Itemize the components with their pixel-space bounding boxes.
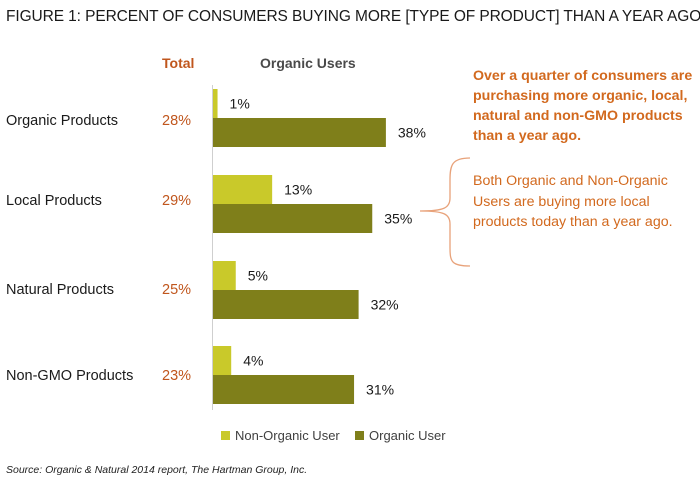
- data-label-organic-local-products: 35%: [384, 211, 412, 227]
- total-column-header: Total: [162, 55, 195, 71]
- data-label-organic-natural-products: 32%: [371, 297, 399, 313]
- data-label-non-organic-natural-products: 5%: [248, 268, 268, 284]
- data-label-organic-non-gmo-products: 31%: [366, 382, 394, 398]
- data-label-organic-organic-products: 38%: [398, 125, 426, 141]
- legend-swatch-non-organic: [221, 431, 230, 440]
- data-label-non-organic-non-gmo-products: 4%: [243, 353, 263, 369]
- callout-brace: [419, 157, 471, 267]
- bar-organic-organic-products: [213, 118, 386, 147]
- total-value-non-gmo-products: 23%: [162, 368, 192, 384]
- figure-title: FIGURE 1: PERCENT OF CONSUMERS BUYING MO…: [6, 8, 700, 25]
- bar-organic-non-gmo-products: [213, 375, 355, 404]
- total-value-natural-products: 25%: [162, 282, 192, 298]
- data-label-non-organic-local-products: 13%: [284, 182, 312, 198]
- category-label-local-products: Local Products: [6, 193, 102, 209]
- bar-non-organic-non-gmo-products: [213, 346, 232, 375]
- legend-label-organic: Organic User: [369, 428, 446, 443]
- bar-non-organic-natural-products: [213, 261, 236, 290]
- legend-swatch-organic: [355, 431, 364, 440]
- callout-primary: Over a quarter of consumers are purchasi…: [473, 68, 693, 144]
- category-label-organic-products: Organic Products: [6, 113, 119, 129]
- total-value-local-products: 29%: [162, 193, 192, 209]
- legend-label-non-organic: Non-Organic User: [235, 428, 340, 443]
- organic-users-header: Organic Users: [260, 55, 356, 71]
- legend-item-organic: Organic User: [355, 428, 446, 443]
- category-axis-line: [212, 85, 213, 410]
- bar-non-organic-organic-products: [213, 89, 218, 118]
- bar-organic-local-products: [213, 204, 373, 233]
- category-label-natural-products: Natural Products: [6, 282, 114, 298]
- category-label-non-gmo-products: Non-GMO Products: [6, 368, 134, 384]
- bar-non-organic-local-products: [213, 175, 273, 204]
- bar-organic-natural-products: [213, 290, 359, 319]
- source-note: Source: Organic & Natural 2014 report, T…: [6, 464, 308, 476]
- legend-item-non-organic: Non-Organic User: [221, 428, 340, 443]
- total-value-organic-products: 28%: [162, 113, 192, 129]
- callout-secondary: Both Organic and Non-Organic Users are b…: [473, 173, 673, 230]
- data-label-non-organic-organic-products: 1%: [230, 96, 250, 112]
